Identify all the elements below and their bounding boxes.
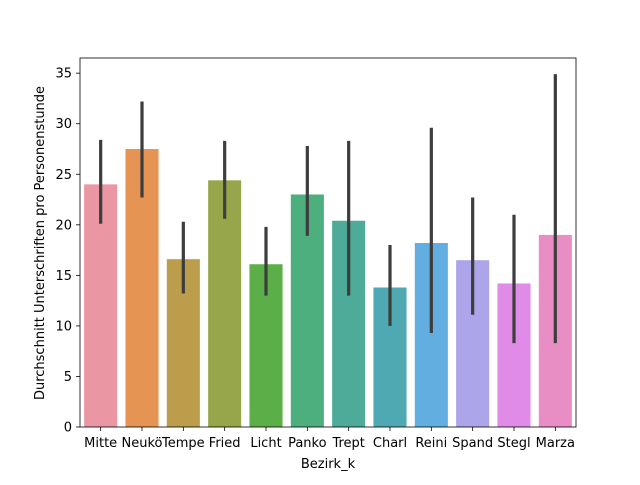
x-tick-label: Spand <box>452 436 493 451</box>
x-tick-label: Trept <box>331 436 364 451</box>
x-axis-label: Bezirk_k <box>301 457 356 472</box>
x-tick-label: Licht <box>250 436 281 451</box>
y-tick-label: 0 <box>64 421 72 436</box>
x-tick-label: Mitte <box>84 436 117 451</box>
plot-frame <box>79 57 577 428</box>
y-tick-label: 35 <box>55 67 72 82</box>
axes-layer: Mitte Neukö Tempe Fried Licht Panko Trept Charl… <box>55 57 577 451</box>
y-tick-label: 5 <box>64 370 72 385</box>
x-tick-label: Panko <box>288 436 327 451</box>
x-tick-label: Charl <box>373 436 407 451</box>
y-tick-label: 25 <box>55 168 72 183</box>
x-tick-label: Tempe <box>161 436 205 451</box>
x-tick-label: Neukö <box>122 436 163 451</box>
bar-mitte <box>84 184 118 427</box>
y-tick-label: 20 <box>55 218 72 233</box>
x-tick-label: Fried <box>209 436 241 451</box>
y-tick-label: 10 <box>55 319 72 334</box>
bar-fried <box>208 180 242 427</box>
bars-layer <box>84 148 572 428</box>
x-tick-label: Reini <box>415 436 447 451</box>
y-axis-label: Durchschnitt Unterschriften pro Personen… <box>33 86 48 400</box>
error-bars-layer <box>99 74 557 344</box>
y-tick-label: 30 <box>55 117 72 132</box>
x-tick-label: Marza <box>536 436 575 451</box>
y-tick-label: 15 <box>55 269 72 284</box>
x-tick-label: Stegl <box>497 436 530 451</box>
